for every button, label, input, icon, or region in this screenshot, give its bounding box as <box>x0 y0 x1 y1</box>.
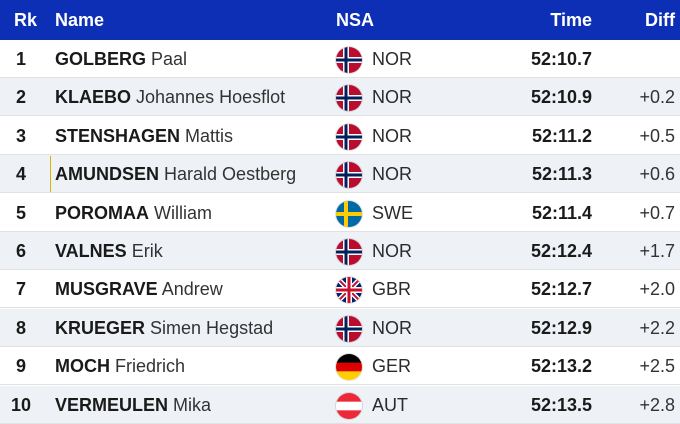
rank-cell: 3 <box>15 125 26 146</box>
last-name: VALNES <box>55 241 127 261</box>
athlete-name[interactable]: GOLBERG Paal <box>55 40 187 78</box>
nsa-code: NOR <box>372 241 412 261</box>
athlete-name[interactable]: VERMEULEN Mika <box>55 386 211 424</box>
diff-cell: +1.7 <box>639 241 675 261</box>
last-name: GOLBERG <box>55 49 147 69</box>
table-row[interactable]: 5 POROMAA William SWE 52:11.4 +0.7 <box>0 194 680 232</box>
diff-cell: +0.5 <box>639 125 675 146</box>
first-name: Andrew <box>161 279 223 300</box>
last-name: VERMEULEN <box>55 394 169 415</box>
norway-flag-icon <box>336 315 362 342</box>
nsa-code: AUT <box>372 394 408 415</box>
diff-cell: +0.2 <box>639 87 675 108</box>
nsa-code: SWE <box>372 202 414 223</box>
athlete-name[interactable]: KRUEGER Simen Hegstad <box>55 309 273 347</box>
nsa-code: NOR <box>372 125 412 146</box>
first-name: Paal <box>151 49 188 69</box>
norway-flag-icon <box>336 239 362 265</box>
time-cell: 52:11.3 <box>531 164 592 185</box>
rank-cell: 8 <box>15 317 26 338</box>
norway-flag-icon <box>336 47 362 73</box>
norway-flag-icon <box>336 85 362 112</box>
athlete-name[interactable]: MUSGRAVE Andrew <box>55 270 223 308</box>
athlete-name[interactable]: VALNES Erik <box>55 232 163 270</box>
rank-cell: 4 <box>15 164 26 185</box>
nsa-code: GBR <box>372 279 412 300</box>
diff-cell: +2.5 <box>639 356 675 377</box>
last-name: KLAEBO <box>55 87 131 108</box>
diff-cell: +0.7 <box>639 202 675 223</box>
header-rank[interactable]: Rk <box>14 10 38 30</box>
athlete-name[interactable]: MOCH Friedrich <box>55 347 185 385</box>
austria-flag-icon <box>336 392 362 419</box>
rank-cell: 2 <box>15 87 26 108</box>
time-cell: 52:10.9 <box>530 87 592 108</box>
header-nsa[interactable]: NSA <box>336 10 375 30</box>
first-name: Johannes Hoesflot <box>136 87 286 108</box>
first-name: Harald Oestberg <box>164 164 297 185</box>
athlete-name[interactable]: KLAEBO Johannes Hoesflot <box>55 78 285 116</box>
time-cell: 52:12.4 <box>530 241 592 261</box>
rank-cell: 5 <box>15 202 26 223</box>
rank-cell: 6 <box>15 241 26 261</box>
diff-cell: +2.0 <box>639 279 675 300</box>
rank-cell: 7 <box>15 279 26 300</box>
table-row[interactable]: 4 AMUNDSEN Harald Oestberg NOR 52:11.3 +0.6 <box>0 155 680 194</box>
text-cursor <box>50 156 51 192</box>
rank-cell: 1 <box>15 49 26 69</box>
table-row[interactable]: 7 MUSGRAVE Andrew GBR 52:12.7 +2.0 <box>0 270 680 309</box>
athlete-name[interactable]: STENSHAGEN Mattis <box>55 117 233 155</box>
header-time[interactable]: Time <box>550 10 592 30</box>
athlete-name[interactable]: AMUNDSEN Harald Oestberg <box>55 155 296 193</box>
rank-cell: 10 <box>10 394 32 415</box>
first-name: Mika <box>173 394 212 415</box>
header-diff[interactable]: Diff <box>645 10 675 30</box>
norway-flag-icon <box>336 123 362 150</box>
time-cell: 52:13.5 <box>530 394 592 415</box>
table-row[interactable]: 6 VALNES Erik NOR 52:12.4 +1.7 <box>0 232 680 270</box>
last-name: MUSGRAVE <box>55 279 158 300</box>
diff-cell: +2.8 <box>639 394 675 415</box>
last-name: KRUEGER <box>55 317 146 338</box>
last-name: STENSHAGEN <box>55 125 181 146</box>
table-header: Rk Name NSA Time Diff <box>0 0 680 40</box>
last-name: AMUNDSEN <box>55 164 160 185</box>
nsa-code: NOR <box>372 317 412 338</box>
nsa-code: NOR <box>372 49 412 69</box>
sweden-flag-icon <box>336 200 362 227</box>
table-row[interactable]: 1 GOLBERG Paal NOR 52:10.7 <box>0 40 680 78</box>
diff-cell: +0.6 <box>639 164 675 185</box>
time-cell: 52:12.9 <box>530 317 592 338</box>
first-name: William <box>154 202 213 223</box>
table-row[interactable]: 10 VERMEULEN Mika AUT 52:13.5 +2.8 <box>0 385 680 424</box>
time-cell: 52:10.7 <box>530 49 592 69</box>
last-name: MOCH <box>55 356 110 377</box>
nsa-code: GER <box>372 356 412 377</box>
header-name[interactable]: Name <box>55 10 105 30</box>
diff-cell: +2.2 <box>639 317 675 338</box>
table-row[interactable]: 2 KLAEBO Johannes Hoesflot NOR 52:10.9 +0.2 <box>0 78 680 117</box>
nsa-code: NOR <box>372 164 412 185</box>
nsa-code: NOR <box>372 87 412 108</box>
time-cell: 52:11.2 <box>531 125 592 146</box>
table-row[interactable]: 9 MOCH Friedrich GER 52:13.2 +2.5 <box>0 347 680 386</box>
table-row[interactable]: 8 KRUEGER Simen Hegstad NOR 52:12.9 +2.2 <box>0 308 680 347</box>
germany-flag-icon <box>336 354 362 381</box>
table-row[interactable]: 3 STENSHAGEN Mattis NOR 52:11.2 +0.5 <box>0 117 680 155</box>
first-name: Erik <box>131 241 163 261</box>
time-cell: 52:13.2 <box>530 356 592 377</box>
rank-cell: 9 <box>15 356 26 377</box>
first-name: Mattis <box>185 125 234 146</box>
norway-flag-icon <box>336 162 362 189</box>
uk-flag-icon <box>336 277 362 304</box>
athlete-name[interactable]: POROMAA William <box>55 194 212 232</box>
last-name: POROMAA <box>55 202 149 223</box>
time-cell: 52:11.4 <box>531 202 592 223</box>
first-name: Simen Hegstad <box>150 317 274 338</box>
time-cell: 52:12.7 <box>530 279 592 300</box>
first-name: Friedrich <box>115 356 186 377</box>
